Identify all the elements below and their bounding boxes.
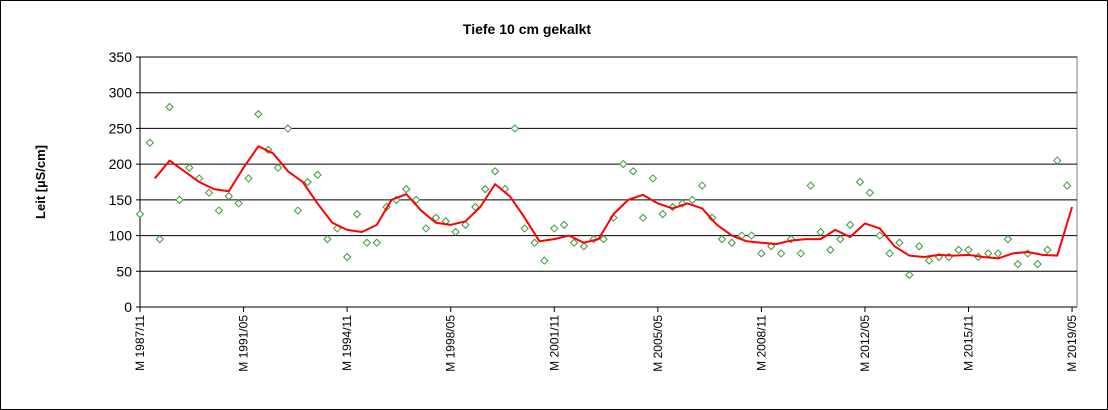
marker bbox=[579, 242, 589, 251]
marker bbox=[638, 213, 648, 222]
marker bbox=[283, 124, 293, 133]
marker bbox=[914, 242, 924, 251]
marker bbox=[362, 238, 372, 247]
marker bbox=[1013, 259, 1023, 269]
marker bbox=[273, 163, 283, 172]
marker bbox=[175, 195, 184, 205]
trend-line bbox=[154, 145, 1074, 260]
marker bbox=[185, 163, 194, 172]
marker bbox=[234, 199, 243, 208]
marker bbox=[313, 170, 322, 180]
marker bbox=[224, 192, 233, 201]
marker bbox=[855, 177, 865, 187]
y-tick-label: 100 bbox=[109, 228, 133, 244]
marker bbox=[845, 220, 855, 230]
marker bbox=[993, 249, 1003, 258]
marker bbox=[836, 234, 845, 244]
x-tick-label: M 2001/11 bbox=[547, 315, 561, 371]
marker bbox=[461, 220, 470, 230]
marker bbox=[905, 270, 914, 280]
marker bbox=[697, 181, 707, 190]
marker bbox=[796, 249, 806, 258]
marker bbox=[875, 231, 884, 240]
marker bbox=[372, 238, 381, 247]
marker bbox=[145, 138, 155, 147]
marker bbox=[481, 184, 490, 194]
marker bbox=[619, 159, 628, 169]
x-tick-label: M 1998/05 bbox=[444, 315, 458, 372]
marker bbox=[628, 167, 638, 176]
marker bbox=[806, 181, 815, 190]
x-tick-label: M 2008/11 bbox=[754, 315, 768, 371]
marker bbox=[559, 220, 569, 230]
marker bbox=[431, 213, 441, 222]
marker bbox=[550, 224, 559, 233]
y-tick-label: 250 bbox=[109, 120, 133, 136]
x-tick-label: M 2012/05 bbox=[858, 315, 872, 372]
marker bbox=[747, 231, 756, 240]
marker bbox=[924, 256, 934, 265]
marker bbox=[1062, 181, 1072, 190]
x-tick-label: M 2019/05 bbox=[1065, 315, 1079, 372]
marker bbox=[717, 234, 727, 244]
marker bbox=[490, 167, 500, 176]
marker bbox=[155, 234, 164, 244]
marker bbox=[648, 174, 658, 183]
marker bbox=[1053, 156, 1062, 165]
marker bbox=[757, 249, 766, 258]
marker bbox=[530, 238, 539, 247]
x-tick-label: M 1987/11 bbox=[133, 315, 147, 371]
marker bbox=[1043, 245, 1052, 255]
x-tick-label: M 2015/11 bbox=[962, 315, 976, 371]
marker bbox=[520, 224, 529, 233]
marker bbox=[451, 227, 460, 237]
marker bbox=[1003, 234, 1013, 244]
marker bbox=[352, 209, 362, 219]
chart-title: Tiefe 10 cm gekalkt bbox=[463, 21, 591, 37]
marker bbox=[214, 206, 224, 215]
marker bbox=[411, 195, 421, 205]
y-tick-label: 350 bbox=[109, 49, 133, 65]
marker bbox=[342, 252, 352, 262]
marker bbox=[165, 102, 174, 112]
marker bbox=[678, 199, 687, 208]
x-tick-label: M 2005/05 bbox=[651, 315, 665, 372]
marker bbox=[510, 124, 520, 133]
marker bbox=[776, 249, 786, 258]
marker bbox=[964, 245, 973, 255]
x-tick-label: M 1994/11 bbox=[340, 315, 354, 371]
y-tick-label: 200 bbox=[109, 156, 133, 172]
marker bbox=[244, 174, 253, 183]
marker bbox=[135, 209, 145, 219]
marker bbox=[421, 224, 431, 233]
marker bbox=[1033, 259, 1042, 269]
marker bbox=[569, 238, 579, 247]
marker bbox=[826, 245, 835, 255]
marker bbox=[865, 188, 875, 197]
marker bbox=[254, 109, 263, 119]
x-tick-label: M 1991/05 bbox=[237, 315, 251, 372]
plot-area bbox=[139, 56, 1078, 308]
marker bbox=[885, 249, 894, 258]
marker bbox=[954, 245, 963, 255]
y-tick-label: 0 bbox=[124, 299, 132, 315]
y-tick-label: 150 bbox=[109, 192, 133, 208]
marker bbox=[895, 238, 904, 247]
marker bbox=[540, 256, 549, 265]
y-tick-label: 50 bbox=[116, 263, 132, 279]
marker bbox=[688, 195, 697, 205]
marker bbox=[816, 227, 825, 237]
y-tick-label: 300 bbox=[109, 85, 133, 101]
marker bbox=[658, 209, 667, 219]
marker bbox=[323, 234, 332, 244]
marker bbox=[727, 238, 736, 247]
marker bbox=[303, 177, 312, 187]
marker bbox=[204, 188, 214, 197]
y-axis-label: Leit [µS/cm] bbox=[33, 145, 48, 219]
marker bbox=[599, 234, 608, 244]
marker bbox=[293, 206, 303, 215]
marker bbox=[402, 184, 411, 194]
